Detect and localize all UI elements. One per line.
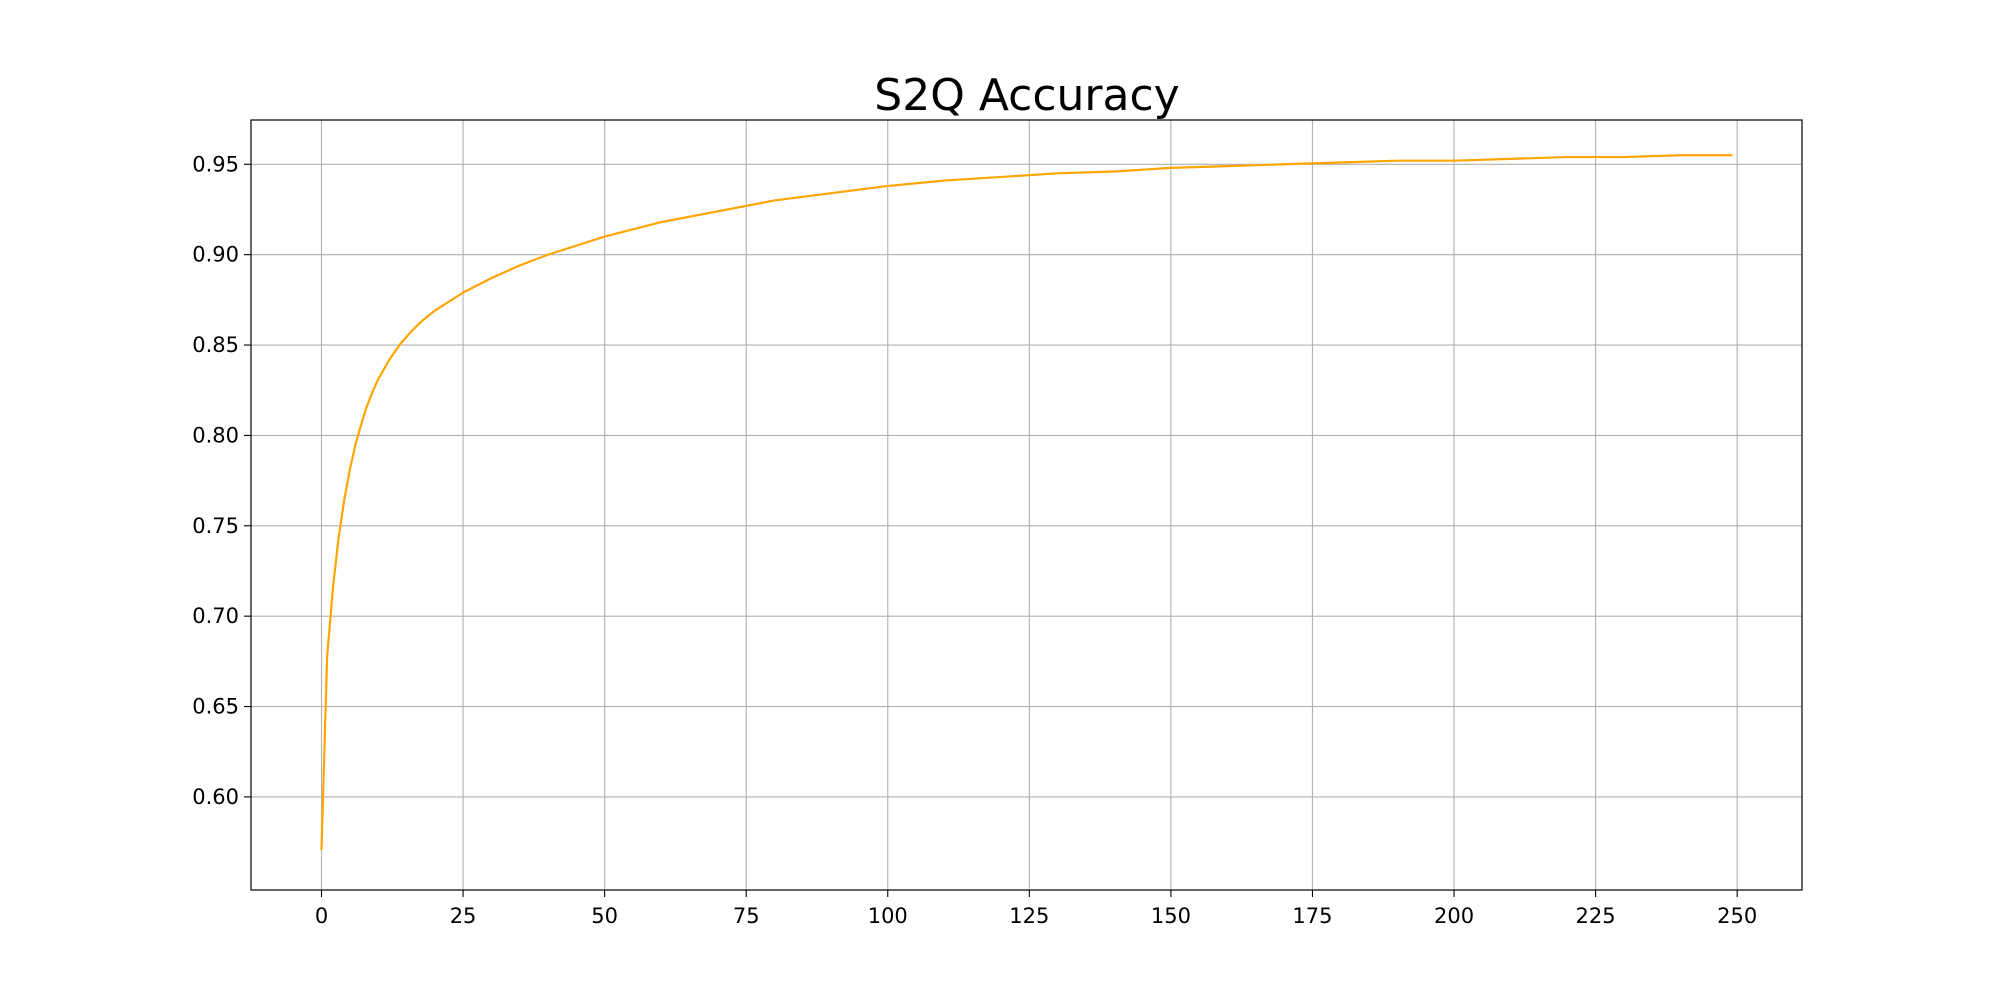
grid-lines bbox=[251, 120, 1802, 890]
x-tick-label: 150 bbox=[1151, 904, 1191, 928]
series-line-0 bbox=[320, 154, 1733, 851]
x-tick-label: 50 bbox=[591, 904, 618, 928]
plot-background bbox=[251, 120, 1802, 890]
x-tick-label: 250 bbox=[1717, 904, 1757, 928]
chart-title: S2Q Accuracy bbox=[874, 70, 1179, 121]
x-tick-label: 75 bbox=[733, 904, 760, 928]
y-tick-label: 0.95 bbox=[192, 152, 239, 176]
plot-frame bbox=[250, 119, 1803, 891]
y-tick-label: 0.70 bbox=[192, 604, 239, 628]
y-axis-ticks: 0.60 0.65 0.70 0.75 0.80 0.85 0.90 0.95 bbox=[192, 152, 251, 809]
series-layer bbox=[320, 154, 1733, 851]
x-tick-label: 200 bbox=[1434, 904, 1474, 928]
y-tick-label: 0.85 bbox=[192, 333, 239, 357]
x-tick-label: 100 bbox=[868, 904, 908, 928]
y-tick-label: 0.60 bbox=[192, 785, 239, 809]
x-tick-label: 125 bbox=[1009, 904, 1049, 928]
x-tick-label: 25 bbox=[450, 904, 477, 928]
x-tick-label: 175 bbox=[1292, 904, 1332, 928]
y-tick-label: 0.65 bbox=[192, 695, 239, 719]
y-tick-label: 0.80 bbox=[192, 423, 239, 447]
y-tick-label: 0.75 bbox=[192, 514, 239, 538]
x-tick-label: 225 bbox=[1576, 904, 1616, 928]
x-axis-ticks: 0 25 50 75 100 125 150 175 200 225 250 bbox=[315, 890, 1757, 928]
x-tick-label: 0 bbox=[315, 904, 328, 928]
y-tick-label: 0.90 bbox=[192, 243, 239, 267]
